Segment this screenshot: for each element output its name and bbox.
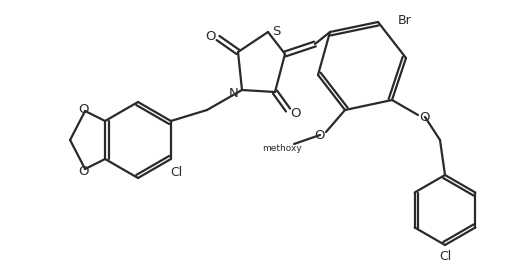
Text: O: O — [78, 102, 88, 116]
Text: O: O — [78, 165, 88, 178]
Text: O: O — [206, 29, 216, 43]
Text: O: O — [420, 111, 430, 123]
Text: O: O — [291, 106, 301, 120]
Text: N: N — [229, 87, 239, 99]
Text: S: S — [272, 25, 280, 38]
Text: Br: Br — [398, 13, 412, 27]
Text: O: O — [315, 129, 325, 141]
Text: Cl: Cl — [170, 165, 182, 179]
Text: Cl: Cl — [439, 251, 451, 263]
Text: methoxy: methoxy — [262, 144, 302, 153]
